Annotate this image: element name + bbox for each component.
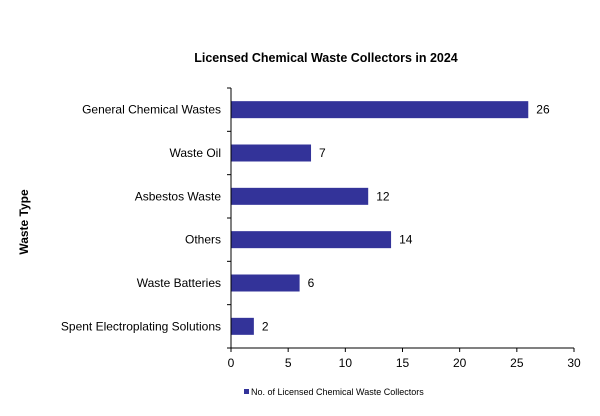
x-tick-label: 30 bbox=[567, 356, 581, 370]
bar bbox=[231, 231, 392, 249]
category-label: Others bbox=[185, 233, 221, 247]
data-label: 2 bbox=[262, 319, 269, 333]
x-tick-label: 5 bbox=[285, 356, 292, 370]
x-tick-label: 25 bbox=[510, 356, 524, 370]
data-label: 12 bbox=[376, 189, 390, 203]
legend-swatch bbox=[244, 389, 249, 394]
legend-label: No. of Licensed Chemical Waste Collector… bbox=[251, 387, 424, 397]
category-label: General Chemical Wastes bbox=[82, 103, 221, 117]
y-axis-title: Waste Type bbox=[17, 189, 31, 255]
bar bbox=[231, 274, 300, 292]
category-label: Spent Electroplating Solutions bbox=[61, 319, 221, 333]
data-label: 6 bbox=[308, 276, 315, 290]
chart-title: Licensed Chemical Waste Collectors in 20… bbox=[194, 51, 458, 65]
category-label: Asbestos Waste bbox=[135, 189, 222, 203]
x-tick-label: 10 bbox=[339, 356, 353, 370]
data-label: 26 bbox=[536, 103, 550, 117]
bar bbox=[231, 101, 529, 119]
category-label: Waste Batteries bbox=[137, 276, 221, 290]
x-tick-label: 15 bbox=[396, 356, 410, 370]
legend: No. of Licensed Chemical Waste Collector… bbox=[244, 387, 424, 397]
data-label: 14 bbox=[399, 233, 413, 247]
category-label: Waste Oil bbox=[169, 146, 221, 160]
bar bbox=[231, 317, 254, 335]
bar bbox=[231, 187, 369, 205]
x-tick-label: 0 bbox=[228, 356, 235, 370]
x-tick-label: 20 bbox=[453, 356, 467, 370]
bar bbox=[231, 144, 312, 162]
data-label: 7 bbox=[319, 146, 326, 160]
